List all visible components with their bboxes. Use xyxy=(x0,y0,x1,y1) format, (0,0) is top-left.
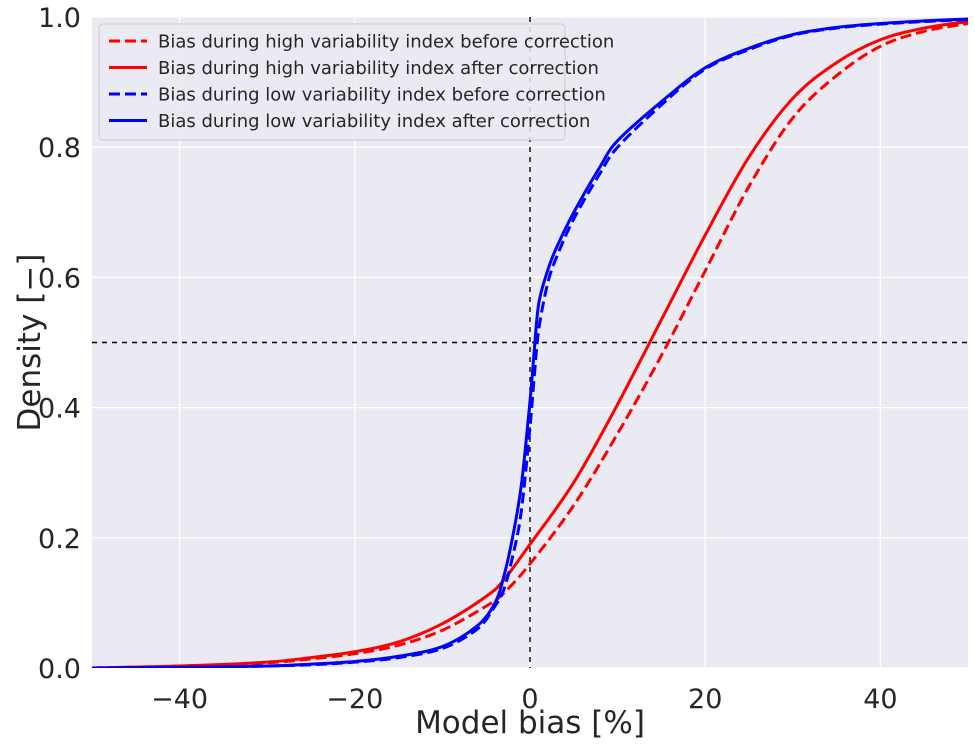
reference-lines xyxy=(92,17,968,668)
y-tick-label: 0.8 xyxy=(38,133,81,164)
legend-label-3: Bias during low variability index after … xyxy=(158,111,590,132)
legend: Bias during high variability index befor… xyxy=(98,23,614,141)
legend-frame xyxy=(98,23,566,141)
y-tick-label: 0.6 xyxy=(38,263,81,294)
y-axis-label: Density [−] xyxy=(12,254,48,432)
series-lines xyxy=(92,17,968,668)
y-tick-label: 1.0 xyxy=(38,3,81,34)
y-tick-label: 0.0 xyxy=(38,654,81,685)
series-line-2 xyxy=(92,18,968,668)
series-line-1 xyxy=(92,20,968,668)
y-tick-label: 0.4 xyxy=(38,394,81,425)
x-tick-label: 0 xyxy=(521,684,538,715)
legend-label-0: Bias during high variability index befor… xyxy=(158,32,614,53)
y-tick-label: 0.2 xyxy=(38,524,81,555)
x-tick-label: 40 xyxy=(863,684,897,715)
legend-label-2: Bias during low variability index before… xyxy=(158,85,606,106)
x-tick-label: 20 xyxy=(688,684,722,715)
x-tick-label: −20 xyxy=(326,684,383,715)
x-tick-label: −40 xyxy=(151,684,208,715)
legend-label-1: Bias during high variability index after… xyxy=(158,58,599,79)
series-line-3 xyxy=(92,17,968,668)
x-axis-label: Model bias [%] xyxy=(415,705,645,741)
tick-labels: −40 −20 0 20 40 0.0 0.2 0.4 0.6 0.8 1.0 xyxy=(38,3,898,715)
